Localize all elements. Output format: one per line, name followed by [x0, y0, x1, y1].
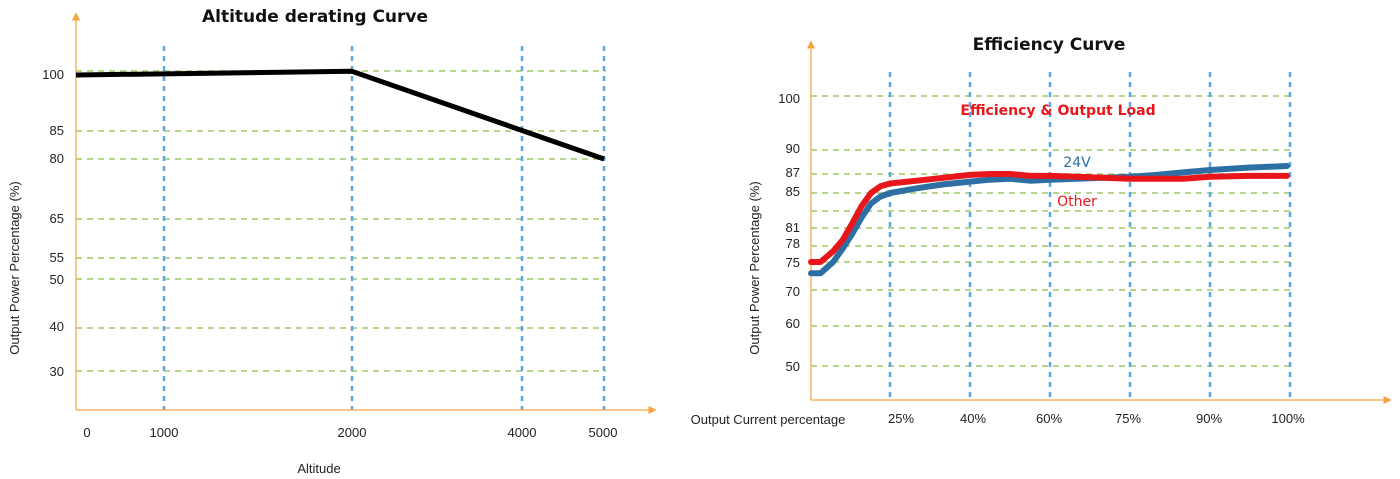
chart-title: Altitude derating Curve [202, 7, 428, 27]
x-tick-label: 75% [1115, 411, 1141, 426]
y-axis-label: Output Power Percentage (%) [747, 181, 762, 354]
y-tick-label: 87 [786, 165, 800, 180]
y-tick-label: 65 [50, 211, 64, 226]
x-tick-label: 25% [888, 411, 914, 426]
y-tick-label: 81 [786, 220, 800, 235]
series-label-24v: 24V [1063, 155, 1091, 171]
y-tick-label: 55 [50, 250, 64, 265]
y-tick-label: 50 [50, 272, 64, 287]
y-tick-label: 100 [42, 67, 64, 82]
y-tick-label: 90 [786, 141, 800, 156]
y-tick-label: 85 [786, 184, 800, 199]
series-line-24v [808, 163, 1290, 277]
chart-annotation: Efficiency & Output Load [960, 103, 1155, 119]
horizontal-gridlines [811, 95, 1292, 367]
y-tick-label: 70 [786, 284, 800, 299]
x-tick-label: 90% [1196, 411, 1222, 426]
x-tick-label: 100% [1271, 411, 1305, 426]
series-group [808, 163, 1290, 277]
horizontal-gridlines [76, 70, 606, 372]
x-axis-label: Altitude [297, 461, 340, 476]
y-tick-label: 85 [50, 123, 64, 138]
altitude-derating-chart: Altitude derating Curve 100 85 80 65 55 50 40 3… [7, 7, 657, 476]
x-tick-label: 40% [960, 411, 986, 426]
y-tick-label: 40 [50, 319, 64, 334]
series-group [75, 68, 605, 162]
y-tick-label: 30 [50, 364, 64, 379]
x-tick-label: 4000 [508, 425, 537, 440]
y-tick-label: 80 [50, 151, 64, 166]
series-line-other [808, 171, 1290, 265]
x-tick-labels: 0 1000 2000 4000 5000 [83, 425, 617, 440]
x-tick-label: 60% [1036, 411, 1062, 426]
chart-title: Efficiency Curve [973, 35, 1126, 55]
y-tick-label: 75 [786, 255, 800, 270]
x-tick-label: 0 [83, 425, 90, 440]
y-tick-label: 78 [786, 236, 800, 251]
y-tick-label: 50 [786, 359, 800, 374]
vertical-gridlines [888, 72, 1292, 400]
y-tick-label: 100 [778, 91, 800, 106]
x-tick-label: 2000 [338, 425, 367, 440]
x-tick-label: 1000 [150, 425, 179, 440]
series-line [75, 68, 605, 162]
x-tick-label: 5000 [589, 425, 618, 440]
y-tick-labels: 100 85 80 65 55 50 40 30 [42, 67, 64, 379]
y-tick-label: 60 [786, 316, 800, 331]
vertical-gridlines [162, 46, 606, 410]
y-axis-label: Output Power Percentage (%) [7, 181, 22, 354]
series-label-other: Other [1057, 194, 1097, 210]
x-axis-label: Output Current percentage [691, 412, 846, 427]
x-tick-labels: 25% 40% 60% 75% 90% 100% [888, 411, 1305, 426]
